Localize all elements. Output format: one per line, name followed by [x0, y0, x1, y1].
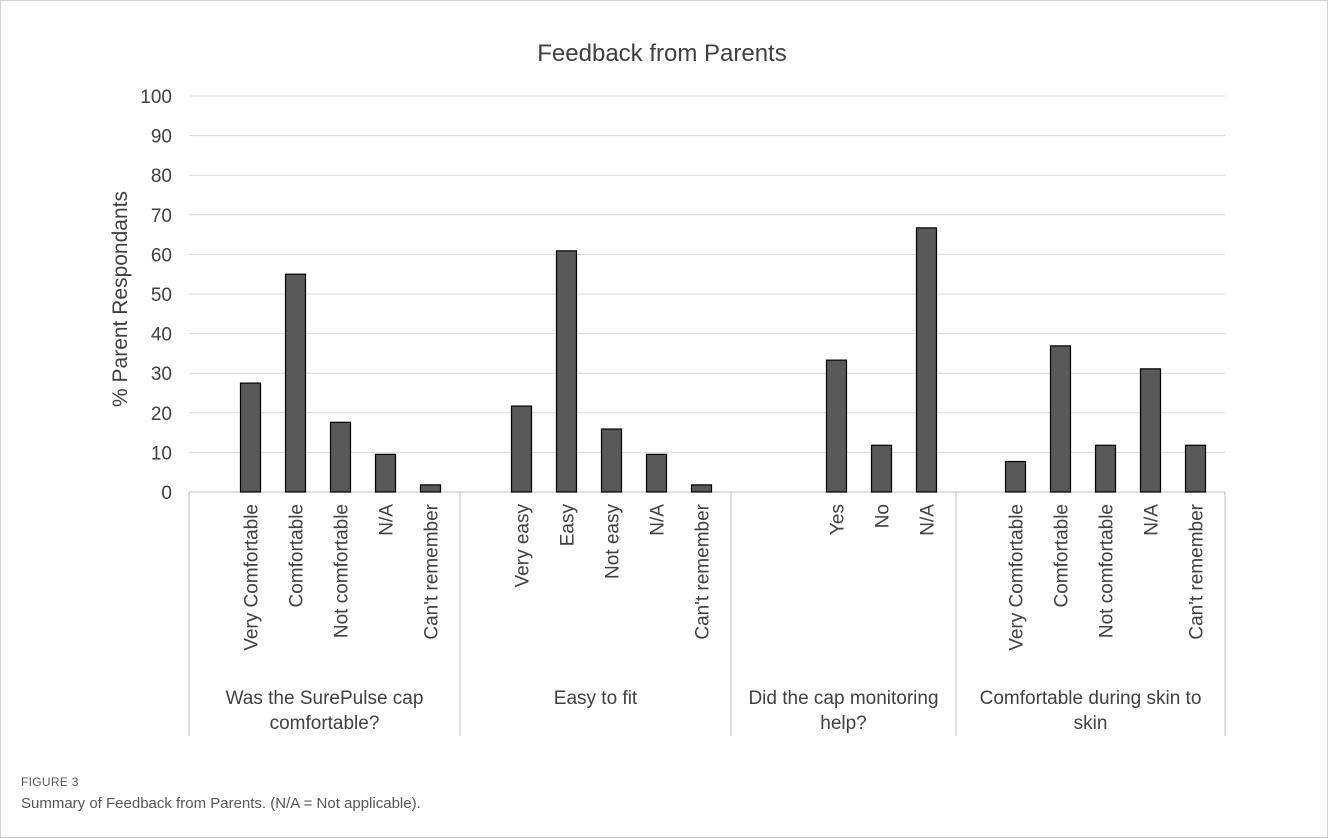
x-category-label: Very easy: [513, 504, 534, 588]
y-axis-ticks: 0 10 20 30 40 50 60 70 80 90 100: [140, 87, 172, 504]
x-category-label: Comfortable: [1052, 504, 1073, 608]
y-tick-label: 30: [151, 364, 172, 385]
x-group-label: help?: [820, 713, 867, 734]
bar: [419, 484, 442, 493]
x-category-label: Very Comfortable: [242, 504, 263, 651]
x-group-label: Did the cap monitoring: [748, 688, 938, 709]
chart-title: Feedback from Parents: [537, 40, 786, 67]
x-category-label: Easy: [558, 504, 579, 547]
x-category-label: N/A: [918, 504, 939, 536]
y-tick-label: 50: [151, 285, 172, 306]
x-group-label: Comfortable during skin to: [980, 688, 1202, 709]
x-category-label: Can't remember: [693, 503, 714, 639]
x-category-label: N/A: [648, 504, 669, 536]
bar: [825, 359, 848, 493]
y-tick-label: 90: [151, 127, 172, 148]
x-category-label: N/A: [377, 504, 398, 536]
x-group-label: Was the SurePulse cap: [226, 688, 424, 709]
y-tick-label: 40: [151, 325, 172, 346]
x-group-label: skin: [1074, 713, 1108, 734]
bar: [555, 250, 578, 493]
bar: [645, 453, 668, 493]
x-category-label: Yes: [828, 504, 849, 535]
gridlines: [189, 95, 1225, 493]
bar: [690, 484, 713, 493]
bar: [1139, 368, 1162, 493]
y-tick-label: 10: [151, 443, 172, 464]
x-category-label: Can't remember: [422, 503, 443, 639]
bar: [870, 444, 893, 493]
bar: [329, 421, 352, 493]
bar: [1184, 444, 1207, 493]
x-group-label: Easy to fit: [554, 688, 638, 709]
y-tick-label: 80: [151, 166, 172, 187]
x-axis: Very Comfortable Comfortable Not comfortab…: [188, 492, 1226, 736]
x-category-label: Very Comfortable: [1007, 504, 1028, 651]
x-group-label: comfortable?: [270, 713, 380, 734]
x-category-label: Comfortable: [287, 504, 308, 608]
x-category-label: No: [873, 504, 894, 528]
x-category-label: Can't remember: [1187, 503, 1208, 639]
bar: [600, 428, 623, 493]
bars: [239, 227, 1207, 493]
figure-label: FIGURE 3: [21, 775, 79, 789]
bar: [510, 405, 533, 493]
bar: [374, 453, 397, 493]
bar: [1094, 444, 1117, 493]
y-axis-label: % Parent Respondants: [109, 191, 132, 407]
y-tick-label: 70: [151, 206, 172, 227]
bar: [1049, 345, 1072, 493]
bar: [1004, 460, 1027, 493]
x-category-label: Not easy: [603, 504, 624, 579]
y-tick-label: 20: [151, 404, 172, 425]
y-tick-label: 100: [140, 87, 172, 108]
x-category-label: Not comfortable: [332, 504, 353, 638]
y-tick-label: 0: [161, 483, 172, 504]
bar: [239, 382, 262, 493]
x-category-label: Not comfortable: [1097, 504, 1118, 638]
bar: [915, 227, 938, 493]
x-category-label: N/A: [1142, 504, 1163, 536]
figure-caption: Summary of Feedback from Parents. (N/A =…: [21, 795, 421, 812]
bar: [284, 273, 307, 493]
y-tick-label: 60: [151, 245, 172, 266]
